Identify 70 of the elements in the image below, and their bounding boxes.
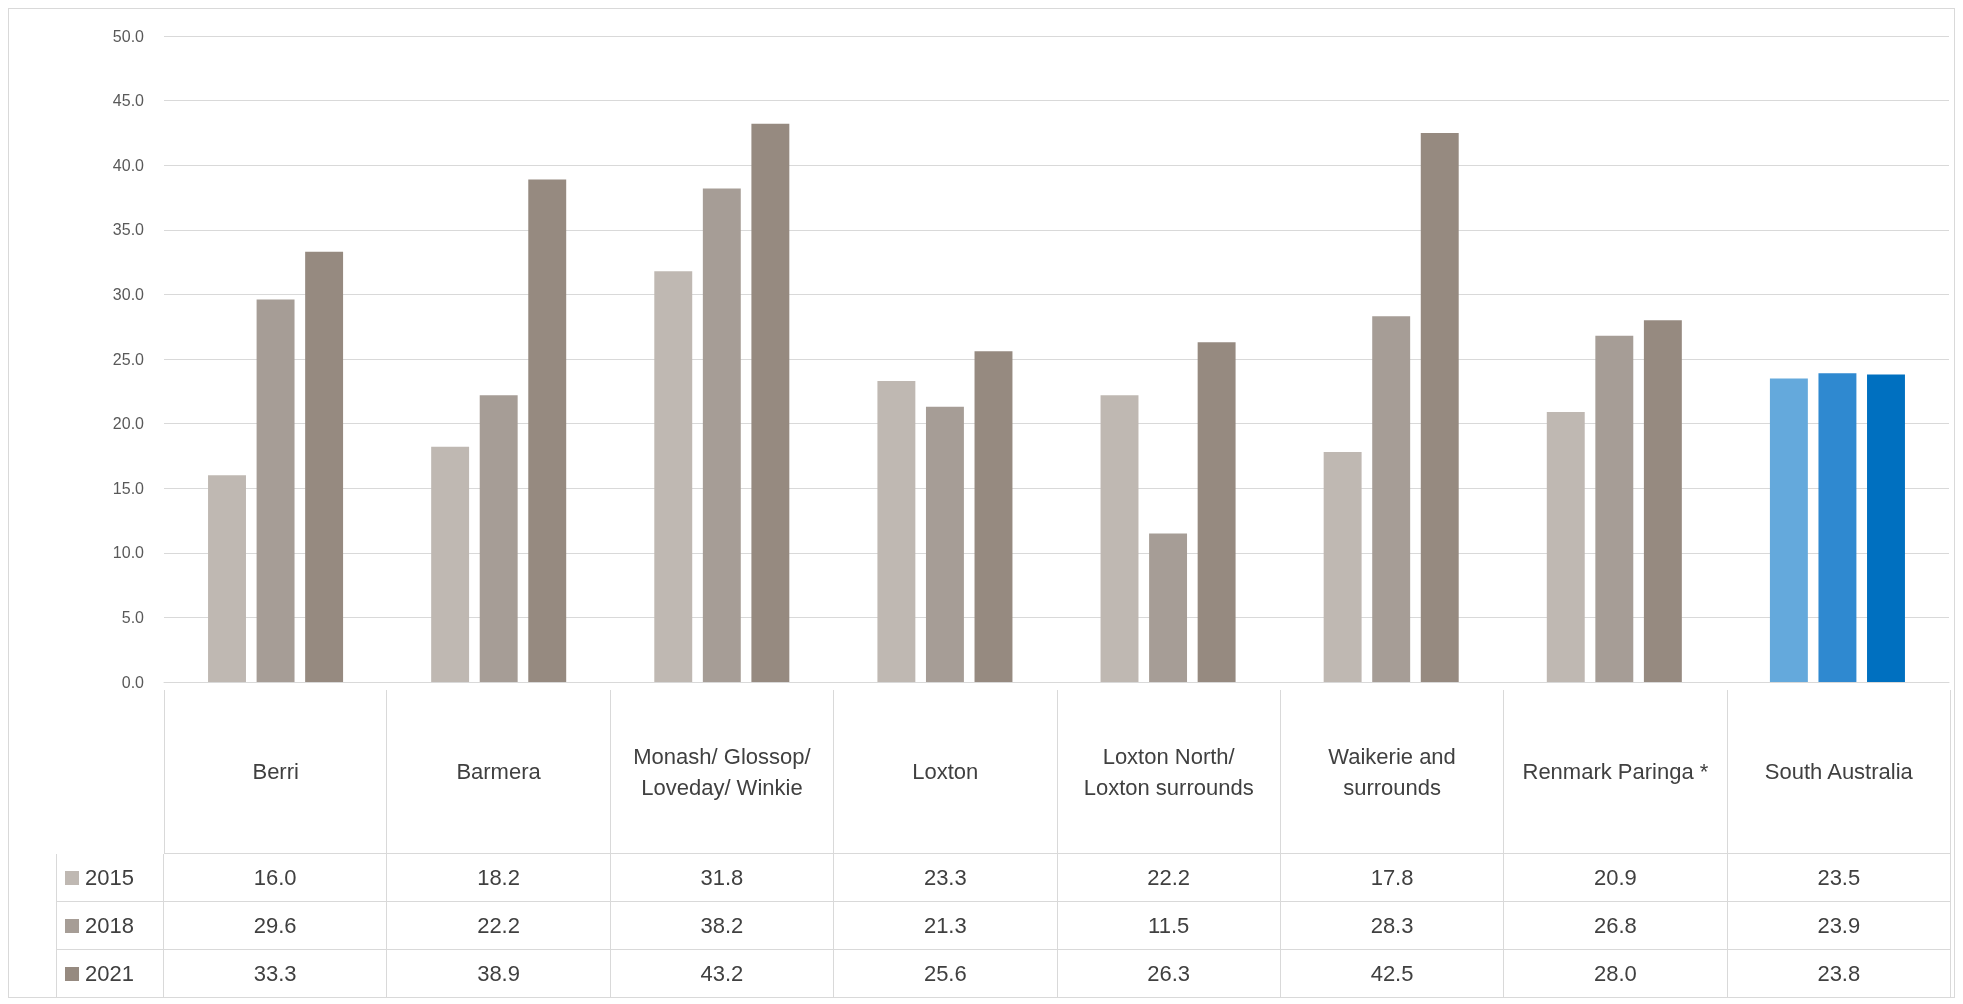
y-tick-label: 15.0 bbox=[112, 479, 145, 497]
bar bbox=[431, 446, 470, 682]
bar bbox=[256, 299, 295, 682]
y-tick-label: 0.0 bbox=[121, 673, 145, 691]
bar bbox=[702, 188, 741, 682]
bar bbox=[1546, 411, 1585, 682]
y-tick-label: 25.0 bbox=[112, 350, 145, 368]
data-label: 16.0 bbox=[164, 854, 388, 902]
x-tick-label: Waikerie and surrounds bbox=[1280, 690, 1505, 854]
bar bbox=[654, 271, 693, 682]
bar bbox=[1100, 395, 1139, 682]
data-label: 42.5 bbox=[1280, 950, 1505, 998]
x-tick-label: Loxton bbox=[834, 690, 1058, 854]
data-label: 17.8 bbox=[1280, 854, 1505, 902]
bar bbox=[1818, 373, 1857, 682]
data-label: 23.8 bbox=[1727, 950, 1951, 998]
data-label: 38.2 bbox=[610, 902, 835, 950]
data-label: 25.6 bbox=[834, 950, 1058, 998]
bar bbox=[1769, 378, 1808, 682]
x-tick-label: Monash/ Glossop/ Loveday/ Winkie bbox=[610, 690, 835, 854]
legend-label: 2018 bbox=[85, 912, 134, 939]
y-tick-label: 10.0 bbox=[112, 544, 145, 562]
y-tick-label: 45.0 bbox=[112, 92, 145, 110]
data-label: 23.5 bbox=[1727, 854, 1951, 902]
data-label: 28.0 bbox=[1504, 950, 1728, 998]
bar bbox=[1595, 335, 1634, 682]
legend-label: 2015 bbox=[85, 864, 134, 891]
data-label: 22.2 bbox=[1057, 854, 1281, 902]
data-label: 23.9 bbox=[1727, 902, 1951, 950]
data-label: 31.8 bbox=[610, 854, 835, 902]
data-label: 26.8 bbox=[1504, 902, 1728, 950]
data-label: 38.9 bbox=[387, 950, 611, 998]
x-tick-label: Loxton North/ Loxton surrounds bbox=[1057, 690, 1281, 854]
bar bbox=[479, 395, 518, 682]
data-label: 18.2 bbox=[387, 854, 611, 902]
bar bbox=[1323, 452, 1362, 682]
bar bbox=[305, 251, 344, 682]
bar bbox=[208, 475, 246, 682]
data-label: 22.2 bbox=[387, 902, 611, 950]
bar bbox=[1372, 316, 1411, 682]
data-label: 43.2 bbox=[610, 950, 835, 998]
x-tick-label: Barmera bbox=[387, 690, 611, 854]
x-tick-label: Berri bbox=[164, 690, 388, 854]
bar bbox=[1197, 342, 1236, 682]
y-tick-label: 5.0 bbox=[121, 608, 145, 626]
data-label: 33.3 bbox=[164, 950, 388, 998]
x-tick-label: Renmark Paringa * bbox=[1504, 690, 1728, 854]
bar bbox=[1867, 374, 1905, 682]
bar bbox=[1420, 132, 1459, 682]
bar bbox=[1643, 320, 1682, 682]
data-label: 28.3 bbox=[1280, 902, 1505, 950]
x-tick-label: South Australia bbox=[1727, 690, 1951, 854]
bar bbox=[751, 123, 790, 682]
bar bbox=[877, 380, 916, 682]
data-label: 23.3 bbox=[834, 854, 1058, 902]
bar bbox=[925, 406, 964, 682]
data-label: 11.5 bbox=[1057, 902, 1281, 950]
y-tick-label: 35.0 bbox=[112, 221, 145, 239]
y-tick-label: 40.0 bbox=[112, 156, 145, 174]
data-label: 20.9 bbox=[1504, 854, 1728, 902]
data-label: 21.3 bbox=[834, 902, 1058, 950]
bar bbox=[1149, 533, 1188, 682]
data-label: 29.6 bbox=[164, 902, 388, 950]
data-label: 26.3 bbox=[1057, 950, 1281, 998]
bar bbox=[974, 351, 1013, 682]
bar bbox=[528, 179, 567, 682]
legend-label: 2021 bbox=[85, 960, 134, 987]
y-tick-label: 30.0 bbox=[112, 285, 145, 303]
y-tick-label: 20.0 bbox=[112, 415, 145, 433]
y-tick-label: 50.0 bbox=[112, 27, 145, 45]
